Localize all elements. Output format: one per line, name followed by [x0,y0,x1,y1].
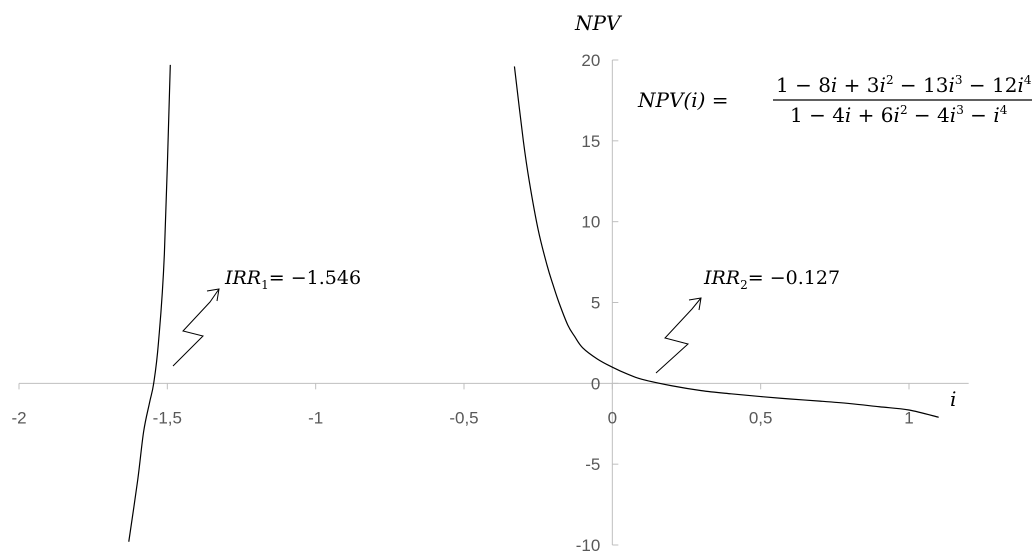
y-tick-label: -10 [576,536,601,555]
formula-numerator: 1 − 8i + 3i2 − 13i3 − 12i4 [776,73,1032,97]
y-tick-label: 5 [591,294,600,313]
irr2-label: IRR2= −0.127 [703,267,840,292]
x-tick-label: -1 [308,408,323,427]
formula-lhs: NPV(i) = [637,88,729,112]
formula-denominator: 1 − 4i + 6i2 − 4i3 − i4 [790,103,1008,127]
tick-labels: -2 -1,5 -1 -0,5 0 0,5 1 -10 -5 0 5 10 15 20 [11,51,913,555]
formula: NPV(i) = 1 − 8i + 3i2 − 13i3 − 12i4 1 − … [637,73,1032,127]
x-tick-label: -2 [11,408,26,427]
x-tick-label: 0,5 [749,408,773,427]
y-tick-label: 20 [581,51,600,70]
x-tick-label: 1 [904,408,913,427]
irr1-arrowhead [206,288,220,302]
irr2-arrowhead [688,297,702,311]
irr1-arrow [172,288,220,367]
series-line-1 [128,64,171,542]
irr2-arrow [655,297,702,374]
axes [18,59,969,546]
x-axis-title: i [950,387,956,411]
irr1-label: IRR1= −1.546 [224,267,361,292]
y-tick-label: -5 [585,455,600,474]
series-line-2 [513,66,939,418]
irr2-annotation: IRR2= −0.127 [655,267,840,374]
x-tick-label: -0,5 [449,408,478,427]
y-tick-label: 0 [591,374,600,393]
y-axis-title: NPV [574,11,623,35]
y-tick-label: 10 [581,213,600,232]
y-tick-label: 15 [581,132,600,151]
irr1-annotation: IRR1= −1.546 [172,267,361,367]
x-tick-label: -1,5 [153,408,182,427]
series-group [128,64,939,542]
x-tick-label: 0 [608,408,617,427]
